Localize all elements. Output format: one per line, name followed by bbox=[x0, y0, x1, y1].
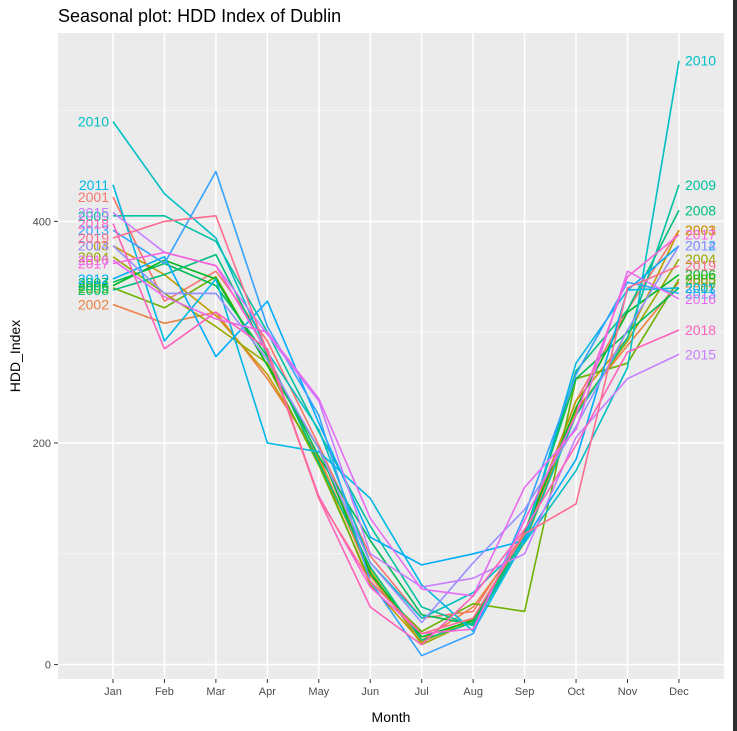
series-line-2016 bbox=[112, 259, 680, 597]
year-label-start: 2005 bbox=[78, 280, 109, 296]
y-tick-label: 400 bbox=[33, 216, 51, 228]
y-tick-label: 0 bbox=[45, 660, 51, 672]
series-line-2013 bbox=[112, 170, 680, 657]
year-label-end: 2018 bbox=[685, 322, 716, 338]
series-lines bbox=[112, 60, 680, 657]
year-label-end: 2019 bbox=[685, 258, 716, 274]
year-label-start: 2016 bbox=[78, 252, 109, 268]
x-tick-label: Dec bbox=[669, 686, 689, 698]
x-tick-label: Apr bbox=[259, 686, 276, 698]
year-label-start: 2007 bbox=[78, 274, 109, 290]
series-line-2017 bbox=[112, 234, 680, 635]
x-tick-label: May bbox=[308, 686, 329, 698]
year-label-end: 2008 bbox=[685, 202, 716, 218]
x-tick-label: Jul bbox=[415, 686, 429, 698]
year-label-start: 2003 bbox=[78, 238, 109, 254]
x-tick-label: Nov bbox=[618, 686, 638, 698]
year-label-start: 2015 bbox=[78, 205, 109, 221]
year-label-end: 2015 bbox=[685, 346, 716, 362]
year-label-start: 2009 bbox=[78, 208, 109, 224]
year-label-start: 2014 bbox=[78, 238, 109, 254]
series-line-2008 bbox=[112, 209, 680, 642]
series-line-2018 bbox=[112, 223, 680, 646]
year-label-start: 2002 bbox=[78, 296, 109, 312]
year-label-end: 2009 bbox=[685, 177, 716, 193]
year-label-end: 2006 bbox=[685, 267, 716, 283]
x-tick-label: Mar bbox=[206, 686, 225, 698]
year-label-start: 2019 bbox=[78, 230, 109, 246]
x-tick-label: Feb bbox=[155, 686, 174, 698]
year-label-end: 2002 bbox=[685, 274, 716, 290]
y-axis-label: HDD_Index bbox=[7, 320, 23, 392]
year-label-start: 2008 bbox=[78, 282, 109, 298]
year-label-start: 2017 bbox=[78, 255, 109, 271]
x-tick-label: Aug bbox=[463, 686, 483, 698]
year-label-end: 2010 bbox=[685, 53, 716, 69]
series-line-2007 bbox=[112, 262, 680, 626]
x-tick-label: Sep bbox=[515, 686, 535, 698]
year-label-end: 2003 bbox=[685, 222, 716, 238]
y-tick-label: 200 bbox=[33, 438, 51, 450]
year-label-start: 2013 bbox=[78, 222, 109, 238]
year-label-end: 2005 bbox=[685, 271, 716, 287]
year-label-start: 2011 bbox=[79, 177, 109, 193]
x-tick-label: Jun bbox=[361, 686, 379, 698]
series-line-2012 bbox=[112, 245, 680, 566]
year-label-end: 2017 bbox=[685, 227, 716, 243]
year-label-start: 2006 bbox=[78, 278, 109, 294]
year-label-start: 2018 bbox=[78, 216, 109, 232]
chart-title: Seasonal plot: HDD Index of Dublin bbox=[58, 6, 342, 26]
year-label-start: 2001 bbox=[78, 189, 109, 205]
x-axis-label: Month bbox=[372, 709, 411, 725]
year-label-end: 2007 bbox=[685, 280, 716, 296]
x-tick-label: Oct bbox=[567, 686, 584, 698]
axes: 0 200 400 Jan Feb Mar Apr May Jun Jul Aug Sep Oct Nov… bbox=[33, 216, 690, 698]
series-line-2011 bbox=[112, 184, 680, 633]
series-line-2019 bbox=[112, 215, 680, 635]
x-tick-label: Jan bbox=[104, 686, 122, 698]
year-label-end: 2016 bbox=[685, 291, 716, 307]
grid-minor bbox=[58, 110, 724, 555]
year-label-start: 2004 bbox=[78, 249, 109, 265]
year-label-end: 2001 bbox=[685, 222, 716, 238]
series-line-2010 bbox=[112, 60, 680, 619]
year-label-end: 2013 bbox=[685, 285, 716, 301]
year-label-start: 2012 bbox=[78, 271, 109, 287]
year-label-start: 2010 bbox=[78, 114, 109, 130]
year-label-end: 2011 bbox=[685, 280, 715, 296]
series-line-2014 bbox=[112, 245, 680, 624]
year-label-end: 2014 bbox=[685, 238, 716, 254]
year-label-end: 2012 bbox=[685, 238, 716, 254]
year-label-end: 2004 bbox=[685, 251, 716, 267]
